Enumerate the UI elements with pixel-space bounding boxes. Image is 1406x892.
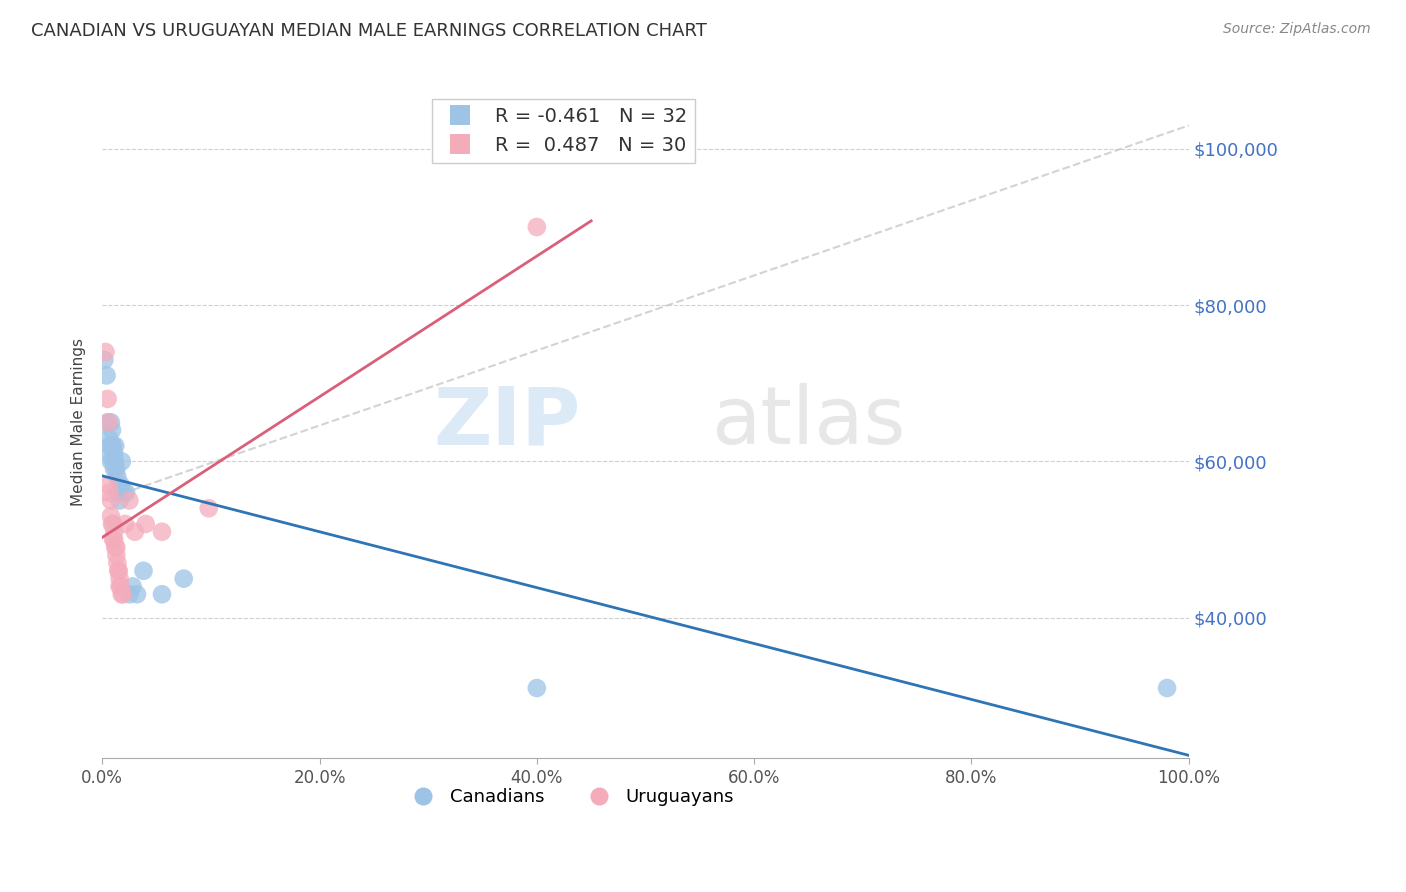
Point bbox=[107, 485, 129, 500]
Point bbox=[97, 392, 120, 406]
Point bbox=[526, 219, 548, 234]
Point bbox=[1156, 681, 1178, 695]
Point bbox=[132, 564, 155, 578]
Point bbox=[111, 587, 134, 601]
Point bbox=[97, 478, 120, 492]
Point bbox=[98, 485, 121, 500]
Point bbox=[96, 368, 118, 383]
Point bbox=[101, 516, 124, 531]
Point bbox=[101, 423, 124, 437]
Point bbox=[111, 454, 134, 468]
Point bbox=[108, 572, 131, 586]
Point bbox=[105, 541, 128, 555]
Point bbox=[97, 431, 120, 445]
Point bbox=[121, 579, 143, 593]
Point bbox=[100, 493, 122, 508]
Point bbox=[104, 454, 127, 468]
Point bbox=[101, 454, 124, 468]
Text: atlas: atlas bbox=[710, 384, 905, 461]
Point bbox=[97, 415, 120, 429]
Text: CANADIAN VS URUGUAYAN MEDIAN MALE EARNINGS CORRELATION CHART: CANADIAN VS URUGUAYAN MEDIAN MALE EARNIN… bbox=[31, 22, 707, 40]
Point bbox=[107, 564, 129, 578]
Point bbox=[100, 509, 122, 524]
Point bbox=[101, 439, 124, 453]
Text: ZIP: ZIP bbox=[433, 384, 581, 461]
Point bbox=[101, 516, 124, 531]
Point bbox=[115, 485, 138, 500]
Point bbox=[526, 681, 548, 695]
Point bbox=[150, 587, 173, 601]
Point bbox=[173, 572, 195, 586]
Point bbox=[112, 485, 135, 500]
Point bbox=[103, 533, 125, 547]
Point bbox=[125, 587, 148, 601]
Y-axis label: Median Male Earnings: Median Male Earnings bbox=[72, 338, 86, 507]
Point bbox=[103, 447, 125, 461]
Point bbox=[110, 478, 132, 492]
Point bbox=[101, 439, 124, 453]
Point bbox=[97, 415, 120, 429]
Point bbox=[110, 579, 132, 593]
Point bbox=[118, 587, 141, 601]
Point bbox=[101, 533, 124, 547]
Point bbox=[107, 470, 129, 484]
Point bbox=[105, 548, 128, 562]
Point bbox=[105, 462, 128, 476]
Point bbox=[100, 454, 122, 468]
Point bbox=[108, 493, 131, 508]
Point bbox=[150, 524, 173, 539]
Point bbox=[103, 462, 125, 476]
Legend: Canadians, Uruguayans: Canadians, Uruguayans bbox=[398, 780, 741, 814]
Point bbox=[107, 564, 129, 578]
Point bbox=[108, 579, 131, 593]
Point bbox=[104, 541, 127, 555]
Point bbox=[124, 524, 146, 539]
Point bbox=[94, 345, 117, 359]
Point bbox=[111, 587, 134, 601]
Point bbox=[98, 439, 121, 453]
Point bbox=[98, 447, 121, 461]
Point bbox=[107, 556, 129, 570]
Point bbox=[103, 524, 125, 539]
Point bbox=[100, 415, 122, 429]
Point bbox=[135, 516, 157, 531]
Point bbox=[93, 352, 115, 367]
Point bbox=[104, 439, 127, 453]
Text: Source: ZipAtlas.com: Source: ZipAtlas.com bbox=[1223, 22, 1371, 37]
Point bbox=[118, 493, 141, 508]
Point bbox=[114, 516, 136, 531]
Point bbox=[197, 501, 219, 516]
